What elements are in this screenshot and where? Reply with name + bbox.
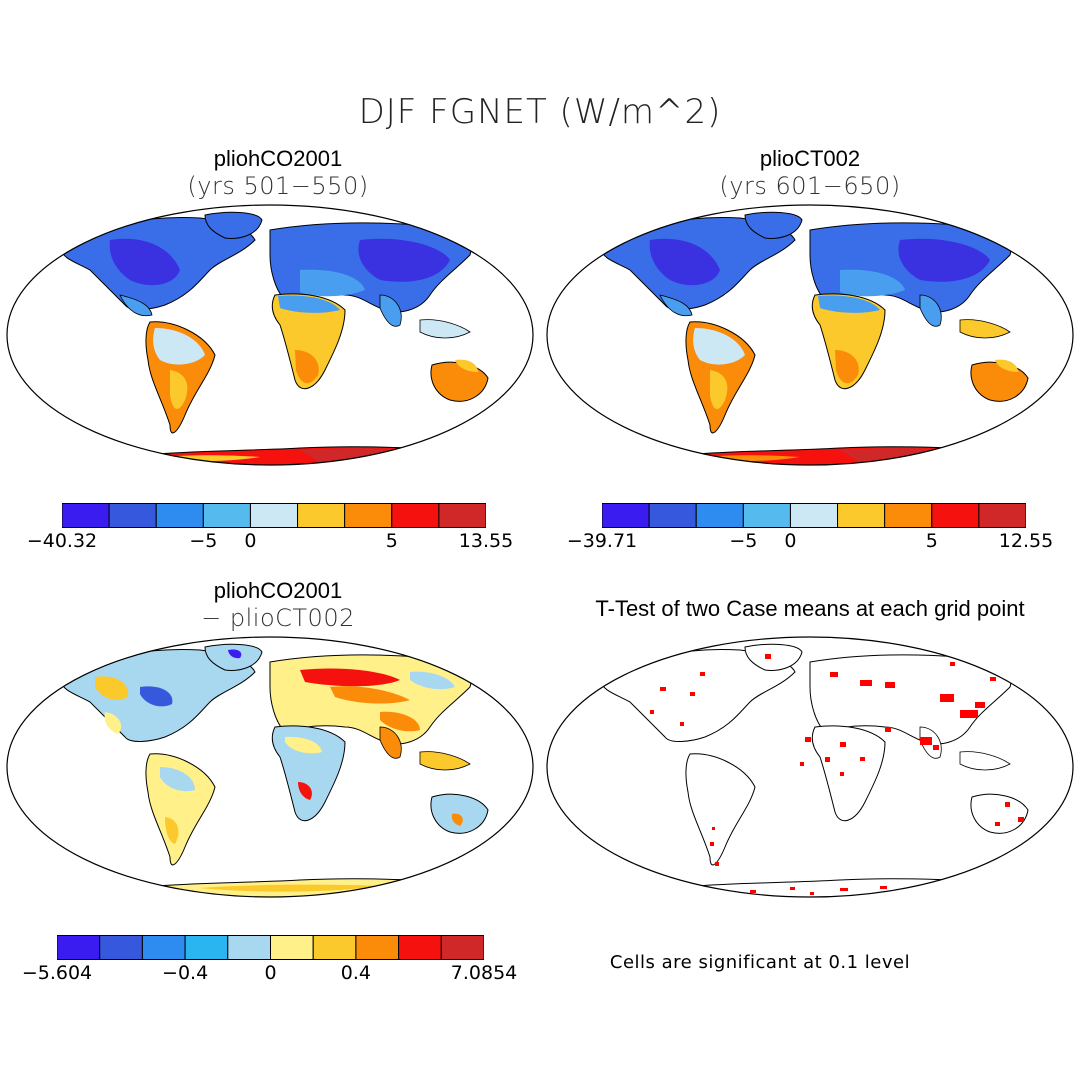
significance-note: Cells are significant at 0.1 level (609, 952, 911, 973)
figure-title: DJF FGNET (W/m^2) (358, 92, 722, 132)
colorbar-c-swatch (141, 935, 186, 960)
map-panel-d (546, 636, 1074, 898)
colorbar-c-swatch (227, 935, 272, 960)
colorbar-b-swatch (602, 503, 650, 528)
colorbar-b-swatch (742, 503, 791, 528)
colorbar-b-swatch (648, 503, 697, 528)
colorbar-a-label: −5 (189, 530, 218, 552)
colorbar-a-swatch (344, 503, 393, 528)
colorbar-c-swatch (440, 935, 484, 960)
panel-d-title: T-Test of two Case means at each grid po… (595, 596, 1025, 621)
colorbar-c-label: 7.0854 (450, 962, 518, 984)
colorbar-b-swatch (931, 503, 980, 528)
colorbar-a-label: 13.55 (458, 530, 514, 552)
colorbar-b-swatch (978, 503, 1026, 528)
colorbar-a-swatch (202, 503, 251, 528)
colorbar-c (57, 935, 484, 960)
colorbar-c-swatch (270, 935, 314, 960)
australia (430, 361, 489, 402)
colorbar-c-swatch (312, 935, 357, 960)
colorbar-b-label: −5 (729, 530, 758, 552)
africa (271, 293, 346, 390)
colorbar-a-swatch (108, 503, 157, 528)
colorbar-c-label: −5.604 (21, 962, 93, 984)
colorbar-c-swatch (57, 935, 101, 960)
colorbar-a-label: 5 (385, 530, 398, 552)
colorbar-a-swatch (438, 503, 486, 528)
colorbar-b (602, 503, 1026, 528)
colorbar-a-swatch (391, 503, 440, 528)
colorbar-b-swatch (884, 503, 933, 528)
colorbar-a (62, 503, 486, 528)
colorbar-a-swatch (297, 503, 346, 528)
colorbar-c-label: 0.4 (340, 962, 371, 984)
panel-b-title: plioCT002 (759, 146, 861, 171)
colorbar-c-swatch (355, 935, 400, 960)
panel-c-title: pliohCO2001 (213, 578, 343, 603)
colorbar-b-label: 5 (925, 530, 938, 552)
colorbar-b-label: −39.71 (566, 530, 638, 552)
colorbar-b-label: 12.55 (998, 530, 1054, 552)
panel-a-title: pliohCO2001 (213, 146, 343, 171)
colorbar-c-label: −0.4 (162, 962, 209, 984)
colorbar-a-swatch (62, 503, 110, 528)
colorbar-a-label: 0 (244, 530, 257, 552)
colorbar-a-label: −40.32 (26, 530, 98, 552)
colorbar-a-swatch (249, 503, 299, 528)
map-panel-c (6, 636, 534, 898)
panel-c-subtitle: − plioCT002 (201, 604, 355, 632)
colorbar-a-swatch (155, 503, 204, 528)
colorbar-c-label: 0 (264, 962, 277, 984)
panel-a-subtitle: (yrs 501−550) (187, 172, 369, 200)
colorbar-b-swatch (837, 503, 886, 528)
colorbar-b-swatch (695, 503, 744, 528)
greenland (204, 211, 263, 239)
colorbar-c-swatch (99, 935, 143, 960)
map-panel-b (546, 204, 1074, 466)
colorbar-c-swatch (398, 935, 442, 960)
colorbar-c-swatch (184, 935, 229, 960)
colorbar-b-label: 0 (784, 530, 797, 552)
colorbar-b-swatch (789, 503, 839, 528)
panel-b-subtitle: (yrs 601−650) (719, 172, 901, 200)
map-panel-a (6, 204, 534, 466)
